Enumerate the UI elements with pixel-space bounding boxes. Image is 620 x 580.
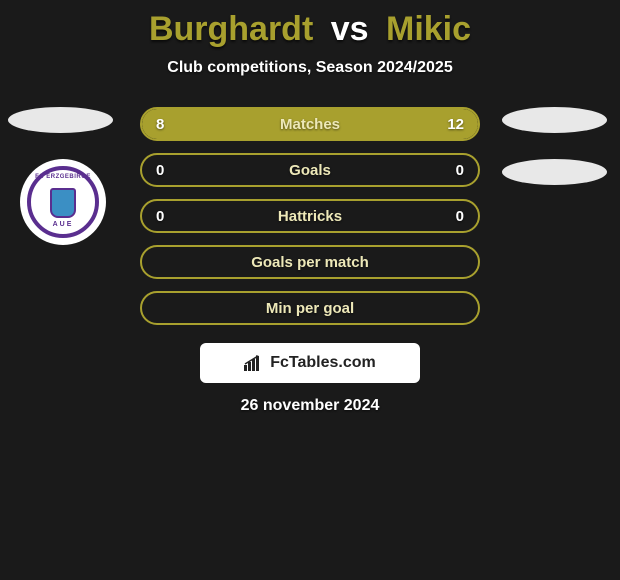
main: FC ERZGEBIRGE AUE 812Matches 00Goals 00Hat…: [0, 107, 620, 325]
right-oval-placeholder-2: [502, 159, 607, 185]
title-vs: vs: [331, 10, 369, 48]
stat-label: Goals: [142, 162, 478, 179]
bar-chart-icon: [244, 355, 264, 371]
club-badge-left: FC ERZGEBIRGE AUE: [20, 159, 106, 245]
club-text-bottom: AUE: [53, 221, 74, 228]
stat-row: 00Hattricks: [140, 199, 480, 233]
title-player1: Burghardt: [149, 10, 313, 48]
subtitle: Club competitions, Season 2024/2025: [0, 59, 620, 77]
brand-text: FcTables.com: [270, 354, 376, 372]
right-column: [502, 107, 612, 211]
stat-label: Goals per match: [142, 254, 478, 271]
stat-label: Matches: [142, 116, 478, 133]
left-oval-placeholder: [8, 107, 113, 133]
page-title: Burghardt vs Mikic: [0, 10, 620, 49]
right-oval-placeholder-1: [502, 107, 607, 133]
root: Burghardt vs Mikic Club competitions, Se…: [0, 0, 620, 425]
stat-label: Min per goal: [142, 300, 478, 317]
stat-label: Hattricks: [142, 208, 478, 225]
stat-row: 812Matches: [140, 107, 480, 141]
title-player2: Mikic: [386, 10, 471, 48]
club-shield-icon: [50, 188, 76, 218]
club-badge-inner: FC ERZGEBIRGE AUE: [27, 166, 99, 238]
left-column: FC ERZGEBIRGE AUE: [8, 107, 118, 245]
stat-row: Goals per match: [140, 245, 480, 279]
stats-column: 812Matches 00Goals 00Hattricks Goals per ma…: [140, 107, 480, 325]
brand-badge[interactable]: FcTables.com: [200, 343, 420, 383]
date-text: 26 november 2024: [0, 397, 620, 415]
stat-row: Min per goal: [140, 291, 480, 325]
stat-row: 00Goals: [140, 153, 480, 187]
club-text-top: FC ERZGEBIRGE: [35, 174, 91, 180]
